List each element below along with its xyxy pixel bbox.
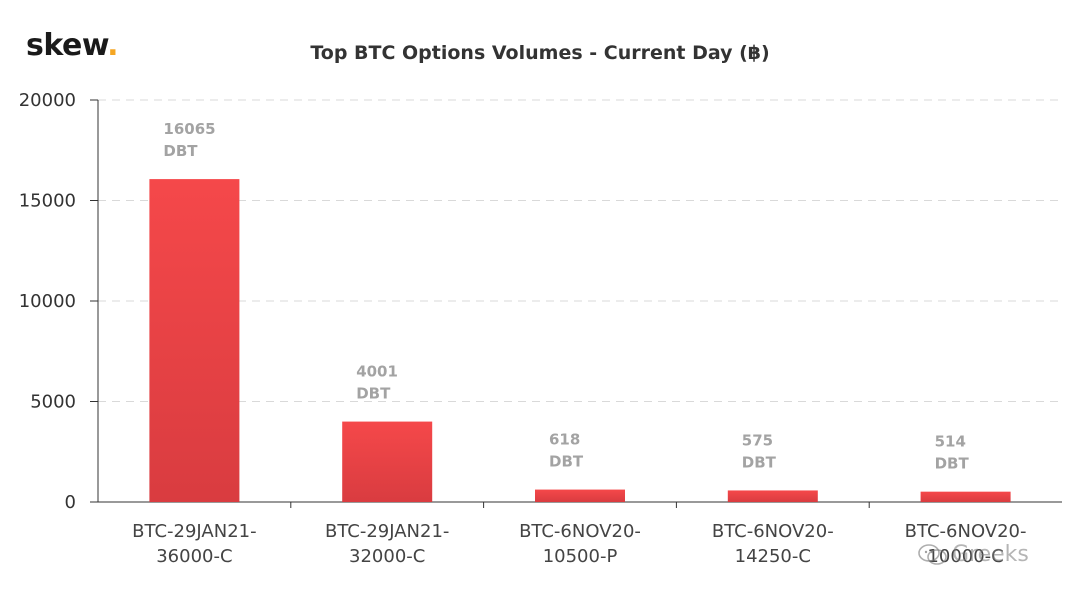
grid-lines xyxy=(98,99,1062,402)
data-label-value: 575 xyxy=(742,431,773,449)
y-tick-label: 15000 xyxy=(19,191,76,212)
y-tick-label: 20000 xyxy=(19,90,76,111)
data-label-unit: DBT xyxy=(163,142,198,160)
tick-labels: 0 5000 10000 15000 20000 BTC-29JAN21- 36000-C B… xyxy=(19,90,1027,567)
data-label-unit: DBT xyxy=(549,453,584,471)
data-label-value: 618 xyxy=(549,431,580,449)
watermark: Greeks xyxy=(918,542,1029,567)
data-labels: 16065 DBT 4001 DBT 618 DBT 575 DBT 514 DBT xyxy=(163,120,969,473)
watermark-text: Greeks xyxy=(952,542,1029,567)
x-tick-label: BTC-6NOV20- xyxy=(905,521,1027,542)
bars xyxy=(149,179,1011,502)
data-label-unit: DBT xyxy=(356,385,391,403)
x-tick-label: 10500-P xyxy=(543,546,618,567)
y-tick-label: 5000 xyxy=(30,392,76,413)
y-tick-label: 10000 xyxy=(19,291,76,312)
x-tick-label: BTC-6NOV20- xyxy=(712,521,834,542)
bar xyxy=(920,491,1011,502)
data-label-value: 16065 xyxy=(163,120,215,138)
bar xyxy=(342,421,433,502)
x-tick-label: BTC-6NOV20- xyxy=(519,521,641,542)
data-label-value: 514 xyxy=(935,433,966,451)
x-tick-label: BTC-29JAN21- xyxy=(325,521,449,542)
x-tick-label: 10000-C xyxy=(927,546,1003,567)
x-tick-label: 36000-C xyxy=(156,546,232,567)
y-tick-label: 0 xyxy=(65,492,76,513)
x-tick-label: BTC-29JAN21- xyxy=(132,521,256,542)
data-label-unit: DBT xyxy=(935,455,970,473)
skew-logo: skew. xyxy=(26,28,119,63)
bar xyxy=(535,489,625,502)
chart-title: Top BTC Options Volumes - Current Day (฿… xyxy=(310,42,770,64)
data-label-value: 4001 xyxy=(356,363,398,381)
wechat-icon xyxy=(918,543,947,565)
bar xyxy=(149,179,240,502)
bar xyxy=(727,490,818,502)
data-label-unit: DBT xyxy=(742,453,777,471)
x-tick-label: 14250-C xyxy=(735,546,811,567)
logo-text: skew xyxy=(26,28,108,63)
logo-dot: . xyxy=(107,28,119,63)
x-tick-label: 32000-C xyxy=(349,546,425,567)
